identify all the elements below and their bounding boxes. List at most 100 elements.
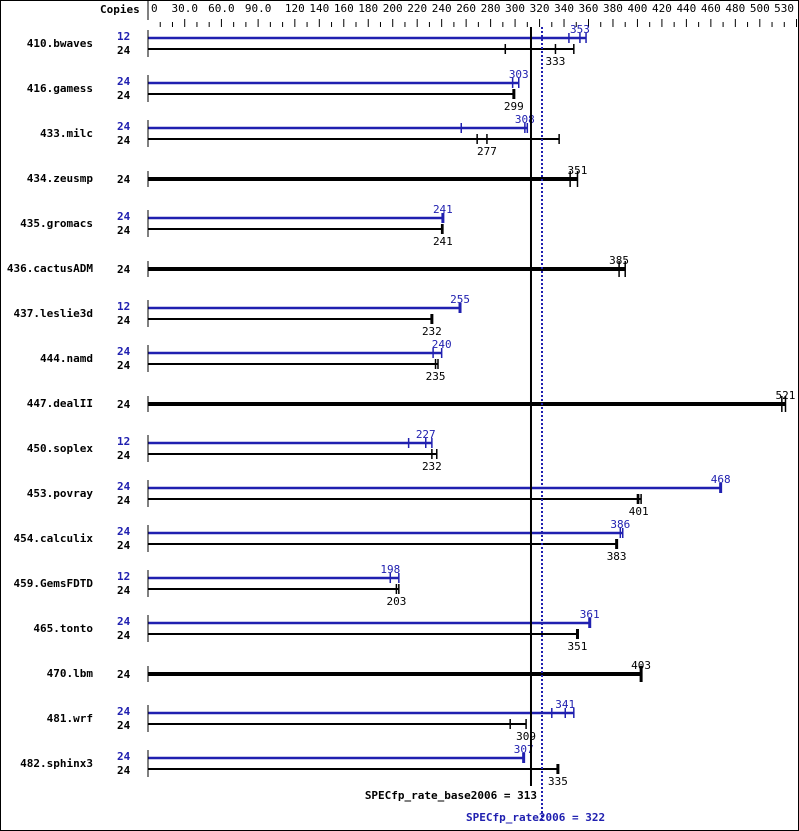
peak-value-label: 386 (610, 518, 630, 531)
x-tick-label: 300 (505, 2, 525, 15)
x-tick-label: 420 (652, 2, 672, 15)
peak-copies-count: 12 (117, 435, 130, 448)
peak-copies-count: 24 (117, 120, 131, 133)
benchmark-name: 450.soplex (27, 442, 94, 455)
peak-copies-count: 24 (117, 480, 131, 493)
x-tick-label: 180 (358, 2, 378, 15)
x-tick-label: 280 (481, 2, 501, 15)
base-value-label: 401 (629, 505, 649, 518)
x-tick-label: 340 (554, 2, 574, 15)
x-tick-label: 440 (676, 2, 696, 15)
base-copies-count: 24 (117, 314, 131, 327)
single-value-label: 385 (609, 254, 629, 267)
peak-value-label: 303 (509, 68, 529, 81)
base-value-label: 235 (426, 370, 446, 383)
x-tick-label: 0 (151, 2, 158, 15)
benchmark-name: 447.dealII (27, 397, 93, 410)
peak-copies-count: 12 (117, 30, 130, 43)
peak-copies-count: 24 (117, 210, 131, 223)
copies-header: Copies (100, 3, 140, 16)
benchmark-name: 437.leslie3d (14, 307, 93, 320)
base-value-label: 203 (386, 595, 406, 608)
single-value-label: 351 (568, 164, 588, 177)
peak-reference-label: SPECfp_rate2006 = 322 (466, 811, 605, 824)
x-tick-label: 380 (603, 2, 623, 15)
base-copies-count: 24 (117, 134, 131, 147)
copies-count: 24 (117, 398, 131, 411)
base-copies-count: 24 (117, 584, 131, 597)
base-copies-count: 24 (117, 449, 131, 462)
copies-count: 24 (117, 668, 131, 681)
peak-copies-count: 24 (117, 705, 131, 718)
peak-copies-count: 12 (117, 570, 130, 583)
single-value-label: 403 (631, 659, 651, 672)
base-copies-count: 24 (117, 89, 131, 102)
x-tick-label: 140 (309, 2, 329, 15)
benchmark-name: 482.sphinx3 (20, 757, 93, 770)
base-value-label: 299 (504, 100, 524, 113)
x-tick-label: 320 (530, 2, 550, 15)
benchmark-name: 454.calculix (14, 532, 94, 545)
peak-value-label: 198 (380, 563, 400, 576)
benchmark-name: 453.povray (27, 487, 94, 500)
peak-copies-count: 24 (117, 75, 131, 88)
x-tick-label: 530 (774, 2, 794, 15)
x-tick-label: 60.0 (208, 2, 235, 15)
benchmark-name: 436.cactusADM (7, 262, 93, 275)
base-copies-count: 24 (117, 764, 131, 777)
peak-value-label: 241 (433, 203, 453, 216)
peak-value-label: 227 (416, 428, 436, 441)
x-tick-label: 120 (285, 2, 305, 15)
peak-copies-count: 24 (117, 615, 131, 628)
peak-value-label: 468 (711, 473, 731, 486)
x-tick-label: 90.0 (245, 2, 272, 15)
peak-copies-count: 12 (117, 300, 130, 313)
x-tick-label: 220 (407, 2, 427, 15)
peak-copies-count: 24 (117, 345, 131, 358)
peak-value-label: 240 (432, 338, 452, 351)
base-copies-count: 24 (117, 719, 131, 732)
benchmark-name: 416.gamess (27, 82, 93, 95)
copies-count: 24 (117, 173, 131, 186)
base-value-label: 232 (422, 325, 442, 338)
base-value-label: 335 (548, 775, 568, 788)
x-tick-label: 480 (725, 2, 745, 15)
base-value-label: 383 (607, 550, 627, 563)
base-value-label: 333 (546, 55, 566, 68)
base-reference-label: SPECfp_rate_base2006 = 313 (365, 789, 537, 802)
benchmark-name: 470.lbm (47, 667, 94, 680)
base-copies-count: 24 (117, 224, 131, 237)
base-value-label: 241 (433, 235, 453, 248)
peak-copies-count: 24 (117, 525, 131, 538)
base-value-label: 232 (422, 460, 442, 473)
benchmark-name: 434.zeusmp (27, 172, 94, 185)
benchmark-name: 459.GemsFDTD (14, 577, 94, 590)
x-tick-label: 260 (456, 2, 476, 15)
base-value-label: 309 (516, 730, 536, 743)
benchmark-name: 433.milc (40, 127, 93, 140)
x-tick-label: 30.0 (171, 2, 198, 15)
x-tick-label: 360 (579, 2, 599, 15)
benchmark-name: 465.tonto (33, 622, 93, 635)
base-copies-count: 24 (117, 629, 131, 642)
peak-value-label: 341 (555, 698, 575, 711)
peak-value-label: 307 (514, 743, 534, 756)
base-copies-count: 24 (117, 44, 131, 57)
peak-value-label: 361 (580, 608, 600, 621)
single-value-label: 521 (776, 389, 796, 402)
x-tick-label: 460 (701, 2, 721, 15)
peak-value-label: 308 (515, 113, 535, 126)
x-tick-label: 400 (628, 2, 648, 15)
base-copies-count: 24 (117, 359, 131, 372)
benchmark-name: 410.bwaves (27, 37, 93, 50)
peak-value-label: 255 (450, 293, 470, 306)
peak-value-label: 353 (570, 23, 590, 36)
x-tick-label: 240 (432, 2, 452, 15)
benchmark-name: 481.wrf (47, 712, 93, 725)
copies-count: 24 (117, 263, 131, 276)
base-value-label: 277 (477, 145, 497, 158)
benchmark-name: 435.gromacs (20, 217, 93, 230)
x-tick-label: 160 (334, 2, 354, 15)
